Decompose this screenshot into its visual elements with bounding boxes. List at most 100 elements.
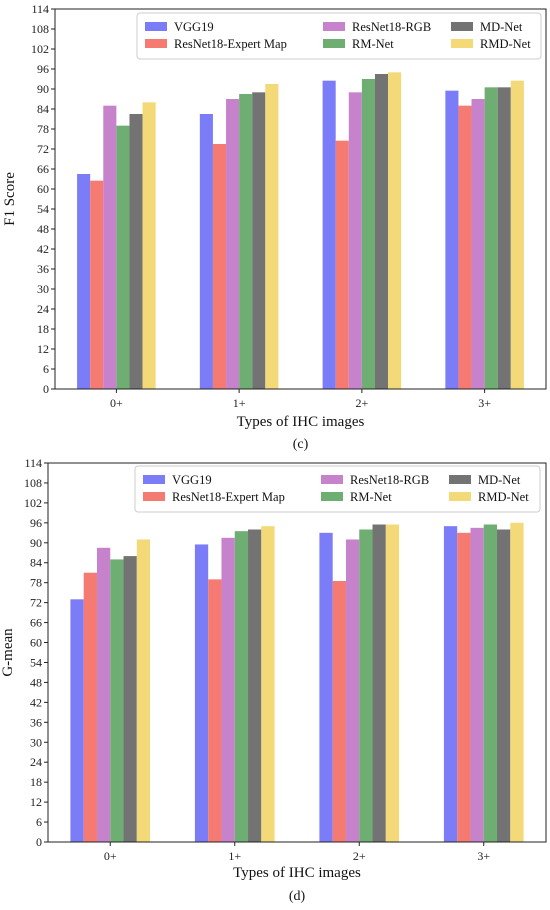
y-tick-label: 42 <box>37 242 49 256</box>
bar-vgg19-2plus <box>322 80 336 390</box>
chart-panel-c: 0+ 1+ 2+ 3+ 0 6 12 18 24 30 36 42 48 54 60 66 72 78 84 90 96… <box>2 2 547 452</box>
bar-rmd-net-0plus <box>142 102 156 389</box>
legend-label: ResNet18-RGB <box>350 473 429 487</box>
legend-swatch <box>449 492 471 501</box>
bar-rm-net-0plus <box>116 125 130 390</box>
y-tick-label: 0 <box>36 835 42 849</box>
x-axis-title: Types of IHC images <box>233 865 361 881</box>
bar-resnet18-expert-map-1plus <box>208 579 222 842</box>
bar-vgg19-2plus <box>319 532 333 842</box>
bar-resnet18-rgb-1plus <box>226 99 240 389</box>
bar-rmd-net-2plus <box>385 524 400 842</box>
y-tick-label: 6 <box>43 362 49 376</box>
legend-label: ResNet18-RGB <box>352 20 431 34</box>
bar-resnet18-rgb-1plus <box>221 537 235 842</box>
legend-label: RMD-Net <box>480 37 531 51</box>
bars <box>70 522 524 842</box>
legend-label: RM-Net <box>352 37 394 51</box>
y-tick-label: 12 <box>30 795 42 809</box>
legend: VGG19 ResNet18-Expert Map ResNet18-RGB RM-N… <box>134 465 541 513</box>
y-tick-label: 0 <box>43 382 49 396</box>
bar-rm-net-3plus <box>483 524 498 842</box>
y-tick-label: 54 <box>37 202 49 216</box>
legend-swatch <box>323 22 345 31</box>
y-tick-label: 96 <box>37 62 49 76</box>
x-tick-label: 2+ <box>353 849 366 863</box>
y-tick-label: 36 <box>30 715 42 729</box>
y-tick-label: 30 <box>37 282 49 296</box>
legend-label: MD-Net <box>480 20 523 34</box>
y-tick-label: 18 <box>30 775 42 789</box>
legend-label: RM-Net <box>350 490 392 504</box>
bar-rmd-net-3plus <box>510 80 524 390</box>
bar-rmd-net-3plus <box>510 522 524 842</box>
bar-rmd-net-1plus <box>261 526 275 842</box>
y-tick-label: 6 <box>36 815 42 829</box>
y-tick-label: 48 <box>37 222 49 236</box>
bar-md-net-0plus <box>123 556 137 842</box>
bar-md-net-3plus <box>497 529 511 842</box>
bar-rm-net-1plus <box>239 94 253 389</box>
bar-resnet18-expert-map-2plus <box>332 581 346 842</box>
y-tick-label: 72 <box>37 142 49 156</box>
y-tick-label: 114 <box>24 456 42 470</box>
bar-resnet18-expert-map-3plus <box>457 532 471 842</box>
y-tick-label: 102 <box>24 496 42 510</box>
y-tick-label: 66 <box>30 616 42 630</box>
bar-rmd-net-1plus <box>265 84 279 389</box>
legend-swatch <box>145 39 167 48</box>
plot-frame <box>54 8 547 390</box>
y-tick-label: 42 <box>30 695 42 709</box>
y-tick-label: 48 <box>30 675 42 689</box>
legend-swatch <box>321 475 343 484</box>
y-tick-label: 36 <box>37 262 49 276</box>
bar-rm-net-1plus <box>234 531 249 842</box>
legend-box <box>134 465 541 513</box>
y-tick-label: 90 <box>37 82 49 96</box>
bar-resnet18-rgb-0plus <box>96 547 111 842</box>
bar-md-net-2plus <box>374 74 389 389</box>
bars <box>77 72 524 390</box>
y-tick-label: 108 <box>31 22 49 36</box>
y-tick-label: 24 <box>37 302 49 316</box>
y-axis-title: F1 Score <box>2 172 18 226</box>
panel-caption: (d) <box>289 889 306 904</box>
plot-frame <box>47 462 547 843</box>
x-tick-label: 2+ <box>355 396 368 410</box>
bar-rmd-net-2plus <box>388 72 402 389</box>
bar-vgg19-3plus <box>443 526 458 842</box>
y-tick-label: 78 <box>37 122 49 136</box>
bar-resnet18-expert-map-2plus <box>335 140 349 389</box>
bar-resnet18-expert-map-0plus <box>83 572 97 842</box>
x-tick-label: 1+ <box>228 849 241 863</box>
bar-resnet18-expert-map-0plus <box>90 180 104 389</box>
legend-box <box>136 12 542 60</box>
bar-resnet18-expert-map-1plus <box>212 144 227 389</box>
bar-vgg19-0plus <box>70 599 84 842</box>
y-tick-label: 102 <box>31 42 49 56</box>
y-tick-label: 96 <box>30 516 42 530</box>
y-tick-label: 18 <box>37 322 49 336</box>
bar-md-net-0plus <box>129 114 143 389</box>
x-tick-label: 0+ <box>110 396 123 410</box>
y-tick-label: 84 <box>37 102 49 116</box>
y-tick-label: 108 <box>24 476 42 490</box>
legend-label: RMD-Net <box>478 490 529 504</box>
x-tick-label: 0+ <box>104 849 117 863</box>
y-tick-label: 60 <box>30 636 42 650</box>
y-tick-label: 24 <box>30 755 42 769</box>
legend-label: ResNet18-Expert Map <box>172 490 285 504</box>
legend-label: MD-Net <box>478 473 521 487</box>
bar-vgg19-1plus <box>199 114 213 389</box>
bar-resnet18-rgb-2plus <box>348 92 362 389</box>
bar-rm-net-0plus <box>110 559 124 842</box>
legend-swatch <box>451 22 473 31</box>
bar-rm-net-3plus <box>484 87 498 389</box>
bar-resnet18-rgb-2plus <box>345 539 360 842</box>
legend-swatch <box>323 39 345 48</box>
legend-swatch <box>145 22 167 31</box>
x-axis-title: Types of IHC images <box>237 414 365 430</box>
y-tick-label: 12 <box>37 342 49 356</box>
y-tick-label: 114 <box>31 2 49 16</box>
